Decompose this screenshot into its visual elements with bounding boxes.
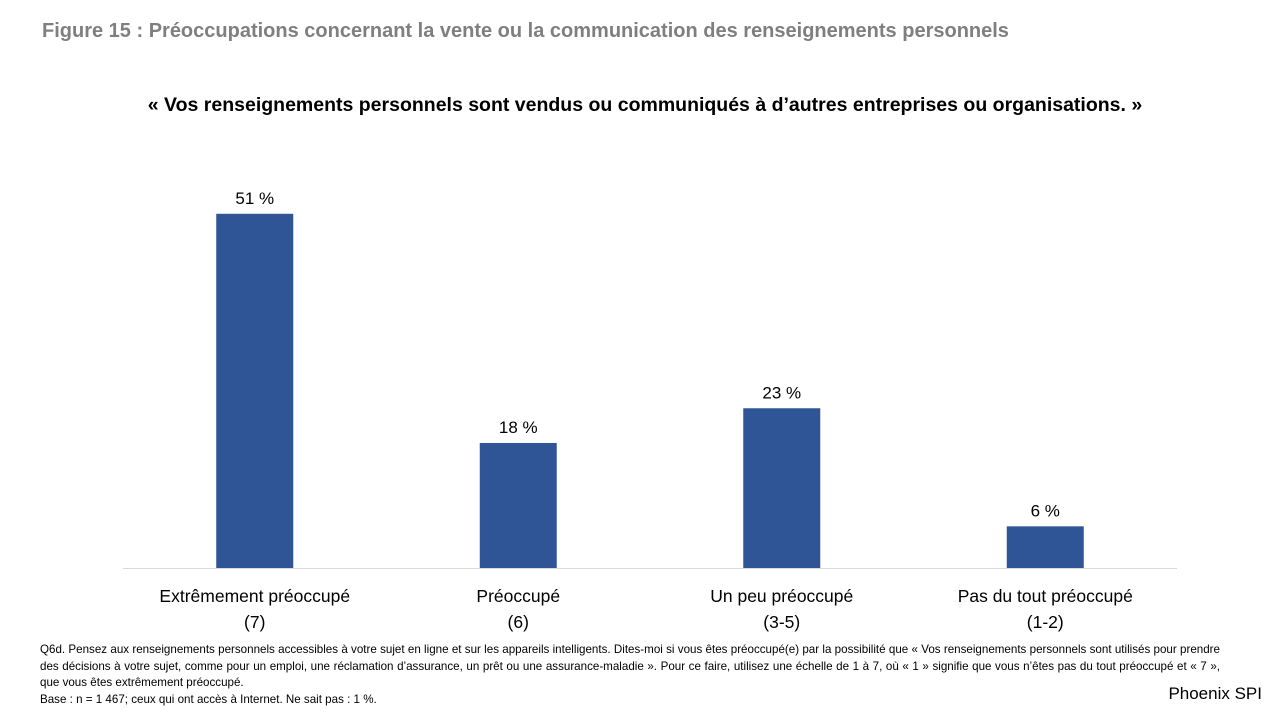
data-label-3: 23 % <box>762 383 801 402</box>
data-labels: 51 % 18 % 23 % 6 % <box>235 189 1060 521</box>
category-label-3-line-2: (3-5) <box>763 612 800 632</box>
category-label-2-line-1: Préoccupé <box>476 586 560 606</box>
footnote-question: Q6d. Pensez aux renseignements personnel… <box>40 643 1220 689</box>
bar-3 <box>743 408 821 568</box>
category-label-2-line-2: (6) <box>508 612 529 632</box>
footnote-base: Base : n = 1 467; ceux qui ont accès à I… <box>40 692 377 706</box>
category-label-1-line-2: (7) <box>244 612 265 632</box>
x-axis-tick-labels: Extrêmement préoccupé (7) Préoccupé (6) Un p… <box>159 586 1132 632</box>
bar-1 <box>216 213 294 569</box>
category-label-4-line-2: (1-2) <box>1027 612 1064 632</box>
bar-4 <box>1006 526 1084 568</box>
footnote: Q6d. Pensez aux renseignements personnel… <box>40 642 1220 708</box>
bar-series <box>216 213 1084 569</box>
category-label-4-line-1: Pas du tout préoccupé <box>958 586 1133 606</box>
category-label-1-line-1: Extrêmement préoccupé <box>159 586 350 606</box>
data-label-2: 18 % <box>499 418 538 437</box>
data-label-1: 51 % <box>235 189 274 208</box>
bar-2 <box>479 442 557 568</box>
data-label-4: 6 % <box>1031 501 1060 520</box>
brand-logo-text: Phoenix SPI <box>1168 684 1262 703</box>
chart-title: « Vos renseignements personnels sont ven… <box>147 94 1143 116</box>
figure-title: Figure 15 : Préoccupations concernant la… <box>42 20 1009 42</box>
category-label-3-line-1: Un peu préoccupé <box>710 586 853 606</box>
